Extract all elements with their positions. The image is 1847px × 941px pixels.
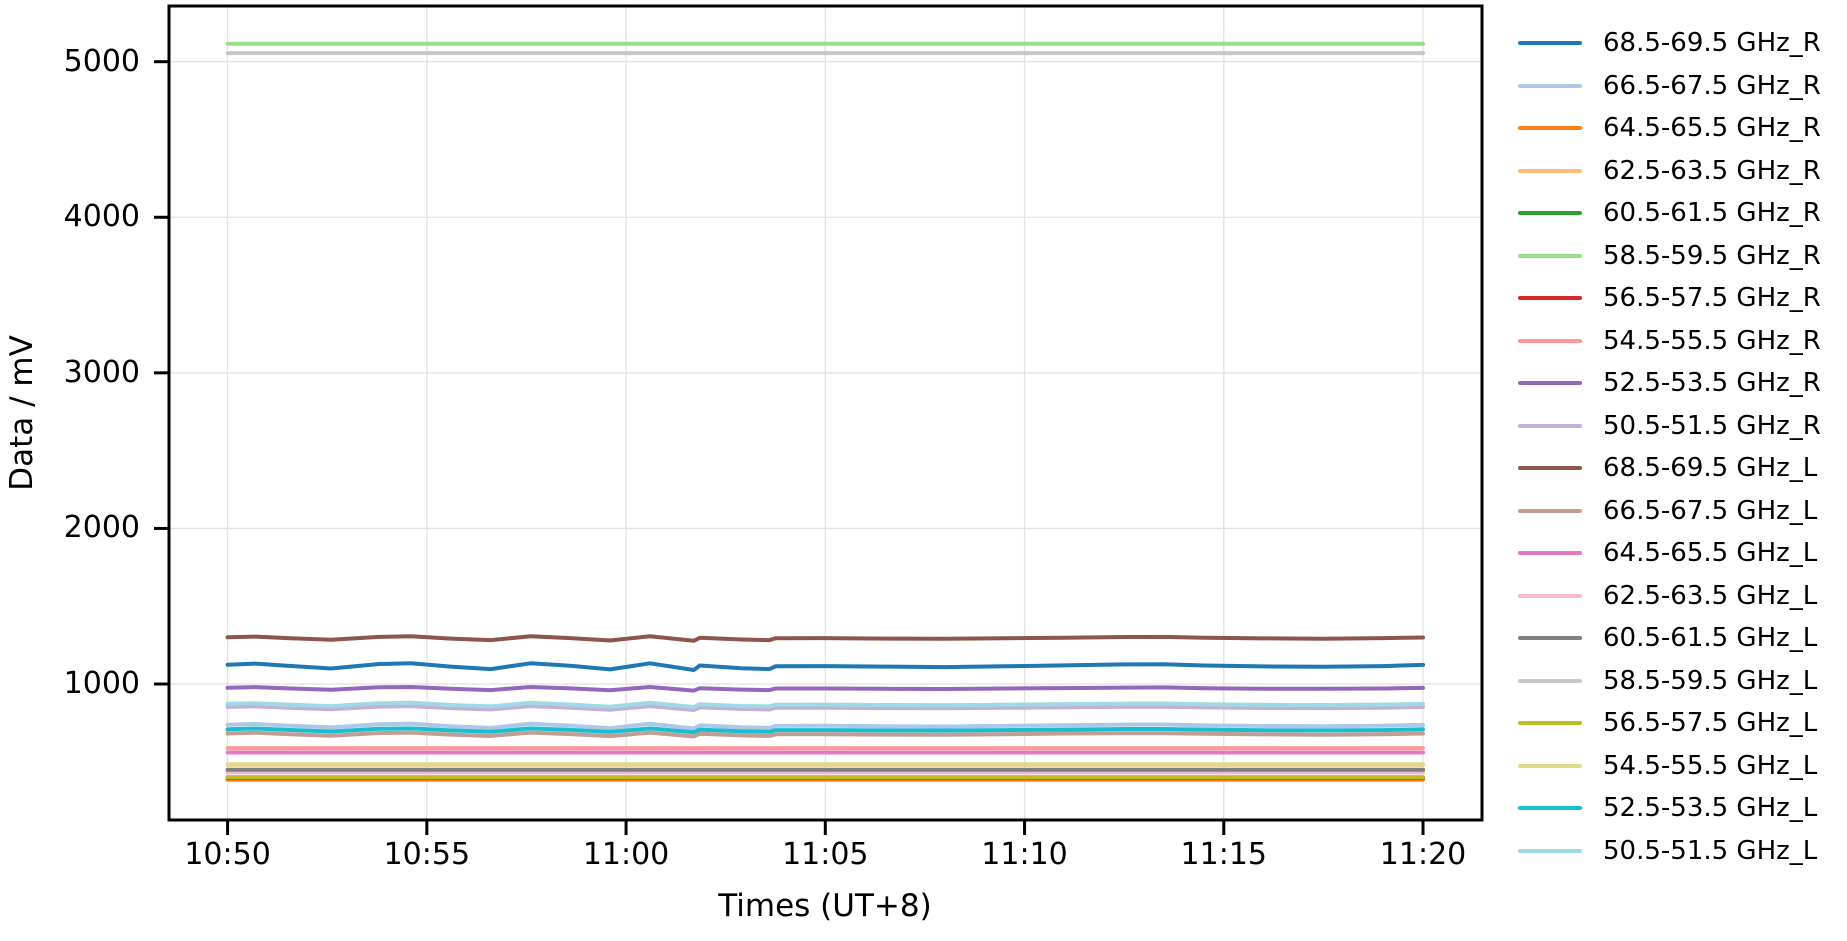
series-line [225, 726, 1425, 735]
series-line [225, 700, 1425, 709]
y-axis-title: Data / mV [4, 335, 40, 491]
x-tick-label: 10:55 [383, 837, 471, 872]
series-line [225, 685, 1425, 693]
y-tick-label: 1000 [63, 666, 140, 702]
y-tick-label: 5000 [63, 43, 140, 79]
x-tick-label: 11:00 [582, 837, 670, 872]
x-axis-title: Times (UT+8) [718, 888, 932, 924]
x-tick-label: 11:20 [1379, 837, 1467, 872]
x-tick-label: 11:05 [782, 837, 869, 872]
series-line [225, 730, 1425, 739]
plot-border [167, 4, 1484, 822]
series-line [225, 721, 1425, 731]
series-line [225, 634, 1425, 643]
y-tick-label: 4000 [63, 199, 140, 235]
y-tick-label: 3000 [63, 354, 140, 390]
series-line [225, 704, 1425, 712]
x-tick-label: 10:50 [184, 837, 271, 872]
x-tick-label: 11:10 [981, 837, 1068, 872]
series-line [225, 661, 1425, 672]
y-tick-label: 2000 [63, 510, 140, 546]
x-tick-label: 11:15 [1180, 837, 1268, 872]
